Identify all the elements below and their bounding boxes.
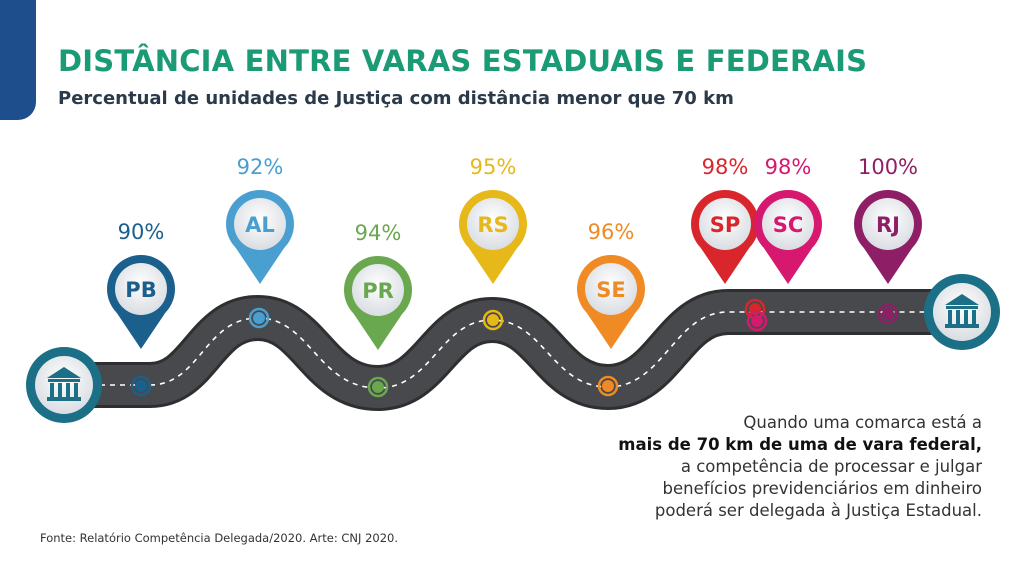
pin-tail [353, 313, 403, 350]
accent-bar [0, 0, 36, 120]
note-line-2: mais de 70 km de uma de vara federal, [618, 435, 982, 454]
page-title: DISTÂNCIA ENTRE VARAS ESTADUAIS E FEDERA… [58, 44, 868, 78]
road-marker-ring [482, 309, 504, 331]
road-marker-dot [882, 308, 894, 320]
pin-badge [862, 198, 914, 250]
pin-sp: SP 98% [691, 155, 759, 284]
value-label-sc: 98% [765, 155, 812, 179]
pin-label-sc: SC [773, 213, 804, 237]
pin-label-al: AL [245, 213, 275, 237]
pin-tail [235, 247, 285, 284]
pin-tail [116, 312, 166, 349]
pin-label-pb: PB [125, 278, 156, 302]
value-label-se: 96% [588, 220, 635, 244]
pin-label-se: SE [596, 278, 625, 302]
note-line-1: Quando uma comarca está a [743, 413, 982, 432]
road-marker-ring [248, 307, 270, 329]
pin-sc: SC 98% [754, 155, 822, 284]
value-label-pr: 94% [355, 221, 402, 245]
road-marker-ring [746, 310, 768, 332]
pin-label-rs: RS [477, 213, 508, 237]
road-marker-dot [602, 380, 614, 392]
pin-label-sp: SP [710, 213, 741, 237]
pin-pr: PR 94% [344, 221, 412, 350]
road-marker-pb [130, 375, 152, 397]
source-credit: Fonte: Relatório Competência Delegada/20… [40, 531, 398, 545]
pin-se: SE 96% [577, 220, 645, 349]
pin-tail [468, 247, 518, 284]
road-marker-ring [597, 375, 619, 397]
pin-tail [863, 247, 913, 284]
courthouse-endpoints [26, 274, 1000, 423]
pin-badge [585, 263, 637, 315]
courthouse-icon [945, 294, 979, 328]
road-marker-rs [482, 309, 504, 331]
road [50, 289, 960, 412]
road-marker-rj [877, 303, 899, 325]
courthouse-badge-inner [933, 283, 991, 341]
pin-badge [699, 198, 751, 250]
road-marker-dot [372, 381, 384, 393]
road-surface [50, 292, 960, 409]
road-marker-se [597, 375, 619, 397]
pin-badge [234, 198, 286, 250]
value-label-al: 92% [237, 155, 284, 179]
value-label-rj: 100% [858, 155, 918, 179]
road-marker-dot [253, 312, 265, 324]
courthouse-badge-inner [35, 356, 93, 414]
pin-badge [115, 263, 167, 315]
pin-al: AL 92% [226, 155, 294, 284]
road-marker-ring [877, 303, 899, 325]
note-line-4: benefícios previdenciários em dinheiro [662, 479, 982, 498]
courthouse-end [924, 274, 1000, 350]
road-marker-sc [746, 310, 768, 332]
explanation-note: Quando uma comarca está a mais de 70 km … [542, 412, 982, 522]
pin-tail [700, 247, 750, 284]
pin-tail [586, 312, 636, 349]
pin-rj: RJ 100% [854, 155, 922, 284]
value-label-pb: 90% [118, 220, 165, 244]
road-marker-ring [367, 376, 389, 398]
route-markers [130, 298, 899, 398]
pin-badge [352, 264, 404, 316]
road-marker-dot [751, 315, 763, 327]
pin-label-pr: PR [362, 279, 394, 303]
road-marker-ring [130, 375, 152, 397]
pin-rs: RS 95% [459, 155, 527, 284]
road-marker-dot [487, 314, 499, 326]
pin-badge [467, 198, 519, 250]
pin-label-rj: RJ [876, 213, 900, 237]
road-marker-al [248, 307, 270, 329]
page-subtitle: Percentual de unidades de Justiça com di… [58, 88, 734, 109]
pin-pb: PB 90% [107, 220, 175, 349]
note-line-5: poderá ser delegada à Justiça Estadual. [654, 501, 982, 520]
value-label-rs: 95% [470, 155, 517, 179]
value-label-sp: 98% [702, 155, 749, 179]
road-marker-dot [135, 380, 147, 392]
pin-tail [763, 247, 813, 284]
courthouse-start [26, 347, 102, 423]
value-pins: PB 90% AL 92% PR 94% RS 95% SE 96% SP 98% SC 98% RJ 100… [107, 155, 922, 350]
courthouse-icon [47, 367, 81, 401]
pin-badge [762, 198, 814, 250]
road-marker-pr [367, 376, 389, 398]
note-line-3: a competência de processar e julgar [680, 457, 982, 476]
